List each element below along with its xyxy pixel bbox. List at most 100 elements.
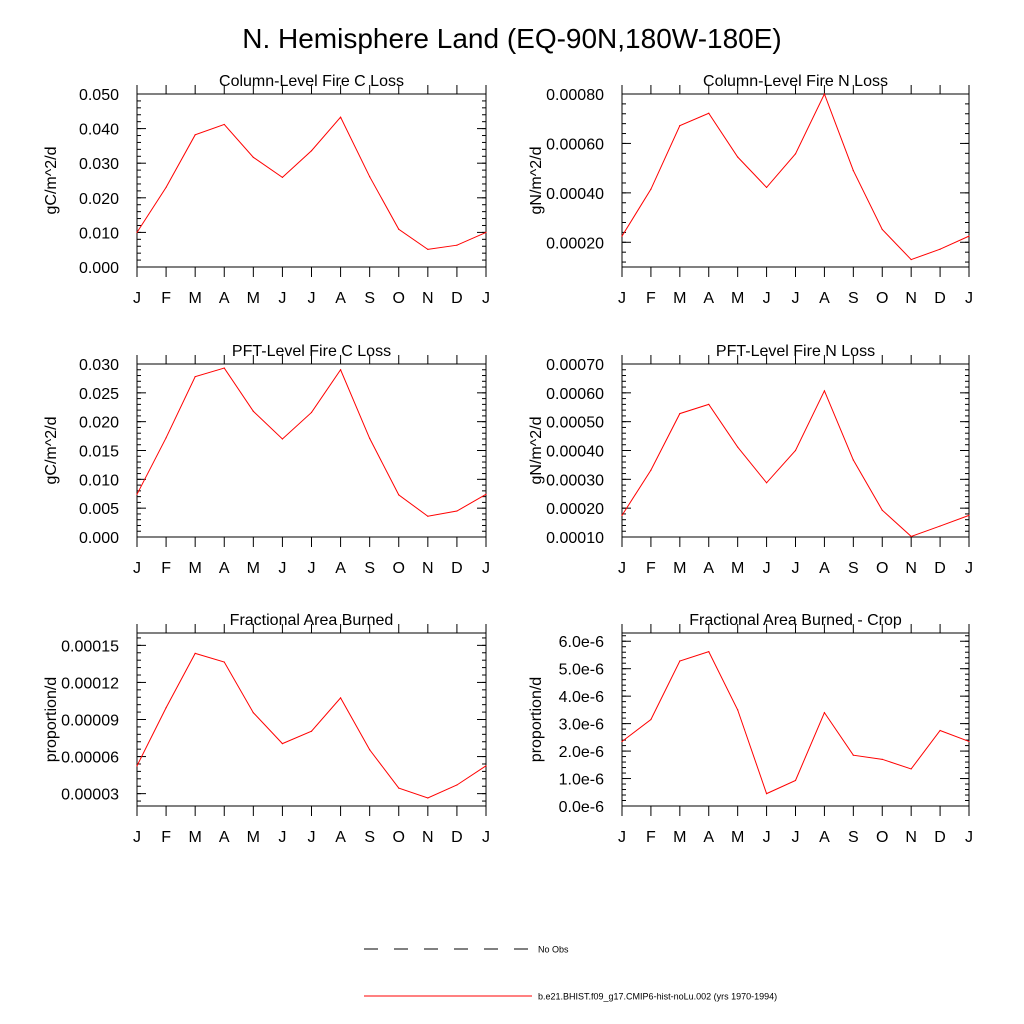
chart-panel: PFT-Level Fire N Loss gN/m^2/d 0.00010 0.00… [528, 343, 973, 577]
y-tick-label: 0.010 [79, 472, 119, 489]
y-axis-label: gN/m^2/d [528, 147, 545, 215]
x-tick-label: A [335, 290, 346, 307]
x-tick-label: F [646, 829, 656, 846]
y-tick-label: 0.00030 [546, 472, 604, 489]
data-point [650, 469, 652, 471]
data-point [165, 707, 167, 709]
data-point [823, 93, 826, 95]
x-tick-label: J [763, 560, 771, 577]
x-tick-label: F [646, 290, 656, 307]
x-tick-label: M [731, 290, 744, 307]
y-tick-label: 0.00060 [546, 136, 604, 153]
x-tick-label: J [763, 829, 771, 846]
x-tick-label: J [618, 829, 626, 846]
data-point [910, 258, 912, 261]
y-tick-label: 0.020 [79, 415, 119, 432]
x-tick-label: N [422, 560, 434, 577]
x-tick-label: J [965, 560, 973, 577]
data-point [881, 758, 883, 760]
x-tick-label: S [364, 829, 375, 846]
y-tick-label: 4.0e-6 [559, 689, 604, 706]
y-tick-label: 1.0e-6 [559, 772, 604, 789]
y-tick-label: 0.015 [79, 444, 119, 461]
y-tick-label: 0.025 [79, 386, 119, 403]
y-tick-label: 0.0e-6 [559, 799, 604, 816]
x-tick-label: M [731, 560, 744, 577]
data-point [136, 765, 138, 767]
data-point [621, 740, 623, 743]
data-point [708, 112, 710, 114]
data-point [679, 660, 681, 662]
y-axis-label: gN/m^2/d [528, 417, 545, 485]
data-point [679, 125, 681, 127]
x-tick-label: J [308, 290, 316, 307]
x-tick-label: J [792, 829, 800, 846]
data-point [939, 525, 941, 527]
data-point [852, 754, 854, 756]
x-tick-label: A [335, 829, 346, 846]
x-tick-label: J [308, 560, 316, 577]
data-point [427, 797, 429, 799]
x-tick-label: J [278, 829, 286, 846]
data-point [310, 411, 313, 414]
x-tick-label: A [819, 829, 830, 846]
x-tick-label: M [247, 829, 260, 846]
data-point [968, 514, 970, 516]
y-tick-label: 6.0e-6 [559, 634, 604, 651]
y-tick-label: 0.00080 [546, 87, 604, 104]
x-tick-label: A [219, 290, 230, 307]
chart-title: Column-Level Fire C Loss [219, 73, 404, 90]
x-tick-label: J [965, 829, 973, 846]
x-tick-label: M [673, 560, 686, 577]
y-tick-label: 0.00015 [61, 638, 119, 655]
data-point [339, 697, 342, 699]
y-axis-label: gC/m^2/d [43, 147, 60, 215]
x-tick-label: O [876, 560, 888, 577]
data-point [223, 367, 225, 369]
data-point [281, 742, 284, 745]
x-tick-label: A [819, 560, 830, 577]
data-point [737, 709, 739, 711]
x-tick-label: N [905, 290, 917, 307]
y-tick-label: 0.00060 [546, 386, 604, 403]
x-tick-label: J [965, 290, 973, 307]
data-point [852, 170, 854, 172]
data-point [794, 449, 797, 452]
data-point [621, 514, 623, 516]
data-point [852, 459, 854, 461]
x-tick-label: S [848, 560, 859, 577]
data-point [881, 228, 883, 231]
x-tick-label: J [792, 560, 800, 577]
data-point [339, 369, 342, 371]
data-point [369, 176, 371, 178]
x-tick-label: O [393, 560, 405, 577]
data-point [398, 228, 400, 230]
data-point [281, 176, 284, 178]
data-point [485, 231, 487, 233]
y-tick-label: 3.0e-6 [559, 717, 604, 734]
x-tick-label: N [422, 290, 434, 307]
x-tick-label: J [482, 290, 490, 307]
y-tick-label: 0.00020 [546, 235, 604, 252]
x-tick-label: M [189, 560, 202, 577]
data-point [910, 768, 912, 770]
x-tick-label: O [876, 829, 888, 846]
data-point [310, 150, 313, 152]
x-tick-label: S [364, 560, 375, 577]
data-point [650, 718, 652, 721]
x-tick-label: J [133, 560, 141, 577]
legend-label: b.e21.BHIST.f09_g17.CMIP6-hist-noLu.002 … [538, 992, 777, 1002]
x-tick-label: A [335, 560, 346, 577]
data-point [165, 186, 167, 189]
data-point [369, 437, 371, 439]
y-tick-label: 0.040 [79, 122, 119, 139]
y-tick-label: 0.00050 [546, 415, 604, 432]
x-tick-label: J [618, 290, 626, 307]
chart-title: PFT-Level Fire C Loss [232, 343, 391, 360]
x-tick-label: D [934, 290, 946, 307]
page-title: N. Hemisphere Land (EQ-90N,180W-180E) [242, 23, 782, 54]
x-tick-label: S [848, 290, 859, 307]
y-tick-label: 0.005 [79, 501, 119, 518]
data-point [968, 740, 970, 743]
x-tick-label: O [393, 290, 405, 307]
